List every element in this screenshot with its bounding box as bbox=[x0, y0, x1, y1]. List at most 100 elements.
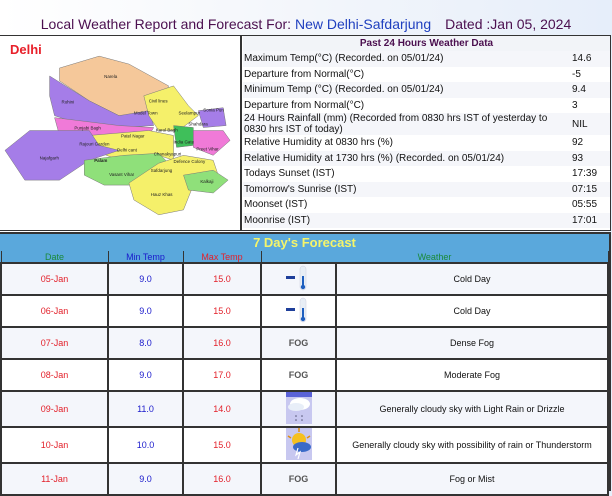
fog-icon: FOG bbox=[288, 338, 309, 348]
weather-data-row: Todays Sunset (IST) 17:39 bbox=[243, 166, 610, 182]
map-title: Delhi bbox=[10, 42, 42, 57]
current-weather-panel: Delhi Narela Rohini Civil lines Model To… bbox=[0, 35, 611, 231]
map-label: Model Town bbox=[134, 111, 158, 116]
forecast-icon-cell bbox=[260, 262, 337, 296]
weather-data-row: Relative Humidity at 1730 hrs (%) (Recor… bbox=[243, 150, 610, 166]
map-label: Civil lines bbox=[149, 99, 169, 104]
forecast-table: Date Min Temp Max Temp Weather 05-Jan 9.0… bbox=[0, 251, 609, 496]
map-label: Karol Bagh bbox=[156, 128, 179, 133]
page-title: Local Weather Report and Forecast For: N… bbox=[0, 16, 612, 32]
weather-data-value: -5 bbox=[572, 68, 581, 80]
weather-data-row: Minimum Temp (°C) (Recorded. on 05/01/24… bbox=[243, 82, 610, 98]
fog-icon: FOG bbox=[288, 370, 309, 380]
forecast-weather: Fog or Mist bbox=[335, 462, 609, 496]
weather-data-row: Maximum Temp(°C) (Recorded. on 05/01/24)… bbox=[243, 51, 610, 67]
forecast-title: 7 Day's Forecast bbox=[253, 235, 356, 250]
weather-data-label: 24 Hours Rainfall (mm) (Recorded from 08… bbox=[244, 113, 548, 135]
weather-data-row: Departure from Normal(°C) 3 bbox=[243, 98, 610, 114]
forecast-max-temp: 17.0 bbox=[182, 358, 262, 392]
map-label: Najafgarh bbox=[40, 155, 60, 160]
map-label: Hauz Khas bbox=[151, 192, 174, 197]
forecast-row: 07-Jan 8.0 16.0 FOG Dense Fog bbox=[0, 326, 609, 360]
map-label: Kalkaji bbox=[200, 179, 213, 184]
map-label: Narela bbox=[104, 74, 118, 79]
map-label: Seelampur bbox=[179, 111, 201, 116]
forecast-weather: Moderate Fog bbox=[335, 358, 609, 392]
forecast-min-temp: 9.0 bbox=[107, 358, 184, 392]
delhi-district-map: Narela Rohini Civil lines Model Town See… bbox=[4, 55, 231, 216]
map-label: Sonia Puri bbox=[203, 108, 224, 113]
map-label: Vasant Vihar bbox=[109, 172, 135, 177]
weather-data-row: Relative Humidity at 0830 hrs (%) 92 bbox=[243, 135, 610, 151]
forecast-min-temp: 9.0 bbox=[107, 462, 184, 496]
map-label: Palam bbox=[94, 158, 107, 163]
forecast-date: 10-Jan bbox=[0, 426, 109, 464]
forecast-max-temp: 15.0 bbox=[182, 426, 262, 464]
map-label: Chanakyapuri bbox=[154, 151, 181, 156]
weather-data-label: Moonrise (IST) bbox=[244, 214, 311, 226]
weather-data-row: Departure from Normal(°C) -5 bbox=[243, 67, 610, 83]
forecast-date: 08-Jan bbox=[0, 358, 109, 392]
forecast-row: 11-Jan 9.0 16.0 FOG Fog or Mist bbox=[0, 462, 609, 496]
map-label: Patel Nagar bbox=[121, 133, 145, 138]
forecast-min-temp: 9.0 bbox=[107, 294, 184, 328]
weather-data-label: Relative Humidity at 0830 hrs (%) bbox=[244, 137, 393, 149]
weather-data-label: Departure from Normal(°C) bbox=[244, 68, 365, 80]
forecast-icon-cell: FOG bbox=[260, 326, 337, 360]
weather-data-label: Relative Humidity at 1730 hrs (%) (Recor… bbox=[244, 152, 505, 164]
location-name: New Delhi-Safdarjung bbox=[294, 16, 432, 32]
weather-data-label: Maximum Temp(°C) (Recorded. on 05/01/24) bbox=[244, 53, 444, 65]
column-header-date: Date bbox=[0, 251, 109, 264]
forecast-max-temp: 16.0 bbox=[182, 326, 262, 360]
weather-data-row: Moonset (IST) 05:55 bbox=[243, 197, 610, 213]
forecast-row: 09-Jan 11.0 14.0 Generally cloudy sky with … bbox=[0, 390, 609, 428]
weather-data-value: 9.4 bbox=[572, 84, 586, 96]
map-label: Shahdara bbox=[188, 122, 208, 127]
forecast-icon-cell: FOG bbox=[260, 358, 337, 392]
past-24-hours-title: Past 24 Hours Weather Data bbox=[243, 36, 610, 51]
map-label: India Gate bbox=[174, 139, 195, 144]
weather-data-label: Todays Sunset (IST) bbox=[244, 168, 335, 180]
map-label: Rajouri Garden bbox=[79, 141, 110, 146]
weather-data-value: 92 bbox=[572, 137, 584, 149]
forecast-icon-cell bbox=[260, 390, 337, 428]
cold-day-icon bbox=[284, 265, 314, 294]
forecast-icon-cell: FOG bbox=[260, 462, 337, 496]
forecast-max-temp: 15.0 bbox=[182, 294, 262, 328]
map-label: Delhi cant bbox=[117, 147, 138, 152]
forecast-row: 08-Jan 9.0 17.0 FOG Moderate Fog bbox=[0, 358, 609, 392]
forecast-min-temp: 10.0 bbox=[107, 426, 184, 464]
forecast-min-temp: 9.0 bbox=[107, 262, 184, 296]
thunderstorm-icon bbox=[285, 428, 312, 462]
forecast-weather: Dense Fog bbox=[335, 326, 609, 360]
forecast-row: 05-Jan 9.0 15.0 Cold Day bbox=[0, 262, 609, 296]
forecast-weather: Generally cloudy sky with Light Rain or … bbox=[335, 390, 609, 428]
weather-data-label: Moonset (IST) bbox=[244, 199, 308, 211]
forecast-icon-cell bbox=[260, 294, 337, 328]
weather-data-row: Moonrise (IST) 17:01 bbox=[243, 212, 610, 228]
cloud-rain-icon bbox=[285, 392, 312, 426]
weather-data-value: NIL bbox=[572, 118, 588, 130]
weather-data-value: 17:01 bbox=[572, 214, 598, 226]
weather-data-row: Tomorrow's Sunrise (IST) 07:15 bbox=[243, 181, 610, 197]
forecast-min-temp: 11.0 bbox=[107, 390, 184, 428]
report-date: Dated :Jan 05, 2024 bbox=[445, 16, 572, 32]
forecast-max-temp: 15.0 bbox=[182, 262, 262, 296]
forecast-section: 7 Day's Forecast Date Min Temp Max Temp … bbox=[0, 232, 611, 496]
fog-icon: FOG bbox=[288, 474, 309, 484]
map-label: Punjabi Bagh bbox=[74, 126, 101, 131]
past-24-hours-table: Past 24 Hours Weather Data Maximum Temp(… bbox=[243, 36, 610, 228]
forecast-date: 11-Jan bbox=[0, 462, 109, 496]
forecast-date: 06-Jan bbox=[0, 294, 109, 328]
map-label: Safdarjung bbox=[151, 168, 173, 173]
column-header-min-temp: Min Temp bbox=[107, 251, 184, 264]
weather-data-value: 17:39 bbox=[572, 168, 598, 180]
forecast-date: 05-Jan bbox=[0, 262, 109, 296]
forecast-icon-cell bbox=[260, 426, 337, 464]
forecast-weather: Cold Day bbox=[335, 294, 609, 328]
map-label: Defence Colony bbox=[174, 159, 206, 164]
forecast-min-temp: 8.0 bbox=[107, 326, 184, 360]
weather-data-value: 3 bbox=[572, 99, 578, 111]
column-header-max-temp: Max Temp bbox=[182, 251, 262, 264]
forecast-max-temp: 16.0 bbox=[182, 462, 262, 496]
